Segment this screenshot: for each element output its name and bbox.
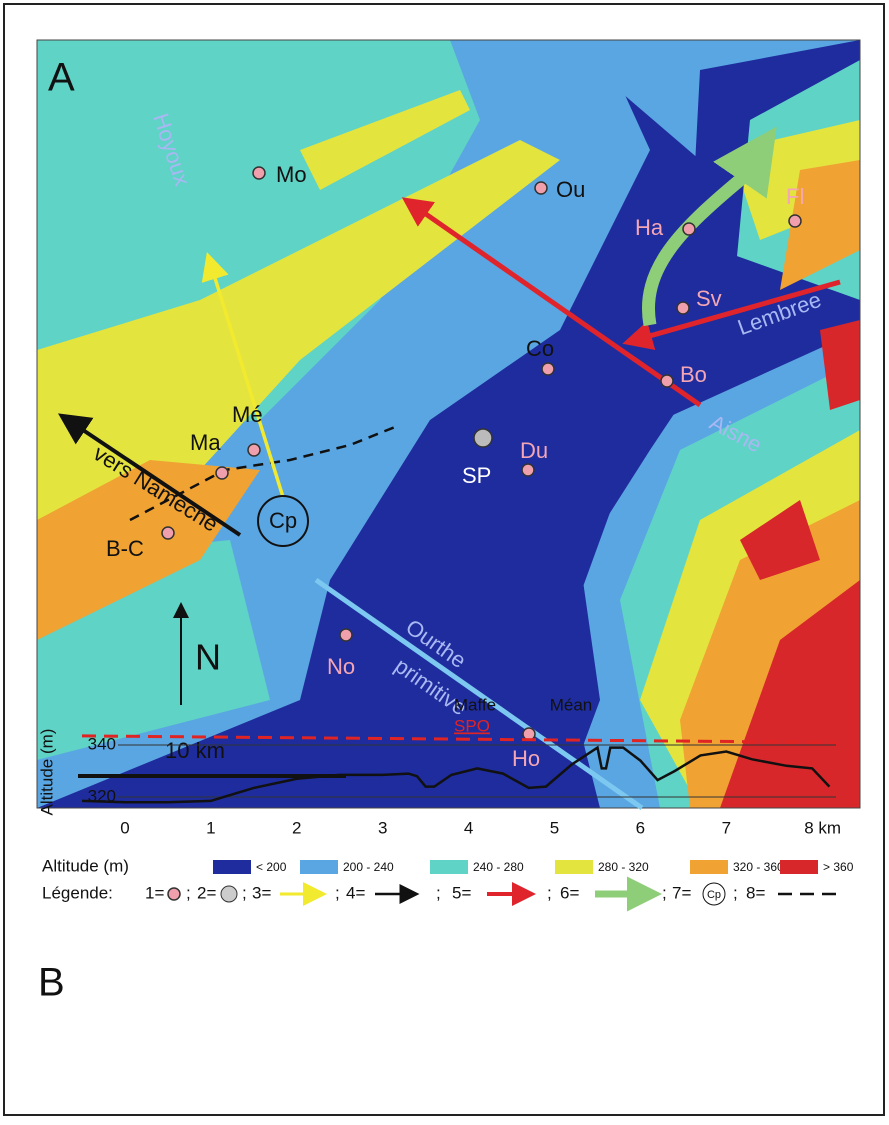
place-label: Fl xyxy=(786,184,804,209)
legend-swatch xyxy=(430,860,468,874)
place-dot xyxy=(683,223,695,235)
legend-title: Altitude (m) xyxy=(42,856,129,875)
legend-key: 2= xyxy=(197,883,216,902)
legend-symbol-label: Cp xyxy=(707,889,721,901)
legend-swatch xyxy=(780,860,818,874)
altitude-legend: < 200 200 - 240 240 - 280 280 - 320 320 - 36… xyxy=(213,860,854,874)
annotation: Maffe xyxy=(454,695,496,714)
place-dot xyxy=(216,467,228,479)
legend-key: 8= xyxy=(746,883,765,902)
place-dot xyxy=(789,215,801,227)
place-label: Ho xyxy=(512,746,540,771)
place-dot xyxy=(522,464,534,476)
legend-key: 3= xyxy=(252,883,271,902)
legend-label: 320 - 360 xyxy=(733,860,784,874)
place-dot xyxy=(248,444,260,456)
legend-label: 240 - 280 xyxy=(473,860,524,874)
legend-title: Légende: xyxy=(42,883,113,902)
place-label: Bo xyxy=(680,362,707,387)
legend-separator: ; xyxy=(242,883,247,902)
x-tick-label: 4 xyxy=(464,818,473,837)
place-label: B-C xyxy=(106,536,144,561)
legend-key: 7= xyxy=(672,883,691,902)
place-label: Co xyxy=(526,336,554,361)
place-dot xyxy=(677,302,689,314)
legend-label: 200 - 240 xyxy=(343,860,394,874)
annotation: Méan xyxy=(550,695,593,714)
place-dot xyxy=(535,182,547,194)
x-tick-label: 6 xyxy=(636,818,645,837)
place-label: Du xyxy=(520,438,548,463)
body: Cp A Mo Ou Ha Fl Sv Co Bo Mé Ma SP Du B-… xyxy=(0,0,889,1125)
x-tick-label: 2 xyxy=(292,818,301,837)
place-dot xyxy=(661,375,673,387)
figure: Cp A Mo Ou Ha Fl Sv Co Bo Mé Ma SP Du B-… xyxy=(0,0,889,1120)
legend-swatch xyxy=(213,860,251,874)
panel-letter: B xyxy=(38,961,65,1005)
place-dot xyxy=(162,527,174,539)
place-label: Mé xyxy=(232,402,263,427)
x-tick-label: 1 xyxy=(206,818,215,837)
legend-symbol xyxy=(168,888,180,900)
legend-key: 4= xyxy=(346,883,365,902)
legend-separator: ; xyxy=(335,883,340,902)
legend-separator: ; xyxy=(436,883,441,902)
x-tick-label: 5 xyxy=(550,818,559,837)
legend-swatch xyxy=(300,860,338,874)
place-dot xyxy=(474,429,492,447)
x-tick-label: 8 km xyxy=(804,818,841,837)
legend-swatch xyxy=(555,860,593,874)
x-tick-label: 7 xyxy=(722,818,731,837)
legend-swatch xyxy=(690,860,728,874)
legend-key: 5= xyxy=(452,883,471,902)
legend-separator: ; xyxy=(662,883,667,902)
reference-label: SPO xyxy=(454,716,490,735)
x-tick-label: 0 xyxy=(120,818,129,837)
north-label: N xyxy=(195,637,221,678)
place-label: No xyxy=(327,654,355,679)
place-label: Ou xyxy=(556,177,585,202)
place-dot xyxy=(340,629,352,641)
x-tick-label: 3 xyxy=(378,818,387,837)
place-label: Sv xyxy=(696,286,722,311)
page: {"panel_a": {"letter": "A", "places": ["… xyxy=(0,0,889,1125)
legend-key: 6= xyxy=(560,883,579,902)
y-axis-label: Altitude (m) xyxy=(37,729,56,816)
legend-symbol xyxy=(221,886,237,902)
legend-separator: ; xyxy=(186,883,191,902)
capture-label: Cp xyxy=(269,508,297,533)
scale-label: 10 km xyxy=(165,738,225,763)
place-label: Mo xyxy=(276,162,307,187)
legend-label: > 360 xyxy=(823,860,854,874)
place-dot xyxy=(253,167,265,179)
legend-label: < 200 xyxy=(256,860,287,874)
place-label: SP xyxy=(462,463,491,488)
legend-label: 280 - 320 xyxy=(598,860,649,874)
legend-key: 1= xyxy=(145,883,164,902)
place-dot xyxy=(523,728,535,740)
place-dot xyxy=(542,363,554,375)
place-label: Ha xyxy=(635,215,664,240)
legend-separator: ; xyxy=(547,883,552,902)
panel-letter: A xyxy=(48,56,75,100)
legend-separator: ; xyxy=(733,883,738,902)
place-label: Ma xyxy=(190,430,221,455)
symbol-legend: Légende: 1= ; 2= ; 3= ; 4= ; 5= ; 6= ; 7… xyxy=(42,883,836,905)
